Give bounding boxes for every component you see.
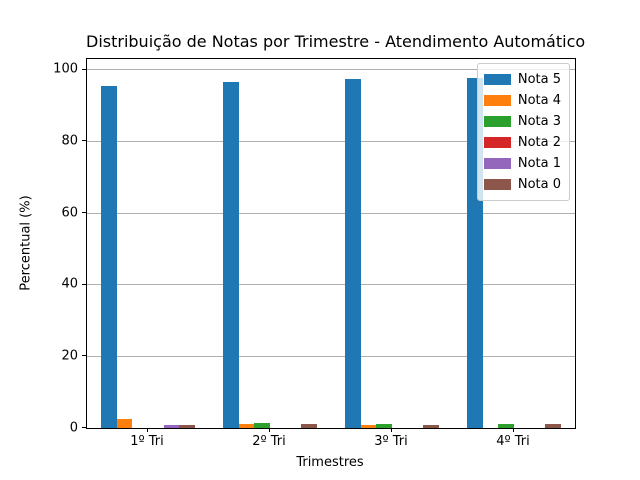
y-tick-mark bbox=[82, 283, 86, 285]
x-tick-mark bbox=[391, 428, 392, 432]
y-tick-label: 20 bbox=[61, 348, 78, 364]
x-tick-label: 2º Tri bbox=[252, 434, 286, 449]
y-tick-label: 100 bbox=[53, 61, 78, 77]
bar bbox=[301, 424, 318, 428]
legend: Nota 5 Nota 4 Nota 3 Nota 2 Nota 1 Nota 0 bbox=[476, 63, 570, 201]
bar bbox=[100, 85, 117, 428]
x-tick-mark bbox=[269, 428, 270, 432]
legend-item: Nota 5 bbox=[483, 69, 561, 90]
y-tick-label: 60 bbox=[61, 205, 78, 221]
bar bbox=[344, 79, 361, 428]
bar bbox=[254, 423, 270, 428]
bar bbox=[498, 424, 514, 428]
legend-label: Nota 5 bbox=[517, 71, 561, 87]
legend-label: Nota 1 bbox=[517, 155, 561, 171]
legend-swatch bbox=[483, 158, 511, 169]
bar bbox=[376, 424, 392, 428]
bar bbox=[545, 424, 562, 428]
x-tick-label: 3º Tri bbox=[374, 434, 408, 449]
bar bbox=[163, 424, 180, 428]
y-tick-label: 40 bbox=[61, 276, 78, 292]
x-tick-label: 1º Tri bbox=[130, 434, 164, 449]
legend-label: Nota 3 bbox=[517, 113, 561, 129]
legend-swatch bbox=[483, 74, 511, 85]
y-tick-mark bbox=[82, 212, 86, 214]
y-tick-mark bbox=[82, 140, 86, 142]
x-tick-mark bbox=[147, 428, 148, 432]
bar bbox=[238, 424, 255, 428]
y-tick-mark bbox=[82, 355, 86, 357]
bar bbox=[179, 424, 196, 428]
legend-item: Nota 0 bbox=[483, 174, 561, 195]
y-tick-label: 0 bbox=[69, 420, 78, 435]
gridline bbox=[87, 212, 575, 214]
legend-swatch bbox=[483, 179, 511, 190]
bar bbox=[423, 424, 440, 428]
legend-item: Nota 1 bbox=[483, 153, 561, 174]
bar bbox=[116, 419, 133, 428]
legend-label: Nota 4 bbox=[517, 92, 561, 108]
y-axis-label: Percentual (%) bbox=[18, 195, 34, 291]
legend-item: Nota 3 bbox=[483, 111, 561, 132]
legend-swatch bbox=[483, 137, 511, 148]
legend-swatch bbox=[483, 116, 511, 127]
x-tick-mark bbox=[513, 428, 514, 432]
bar bbox=[222, 82, 239, 428]
legend-label: Nota 2 bbox=[517, 134, 561, 150]
y-tick-mark bbox=[82, 427, 86, 428]
legend-item: Nota 4 bbox=[483, 90, 561, 111]
y-tick-label: 80 bbox=[61, 133, 78, 149]
plot-area: Nota 5 Nota 4 Nota 3 Nota 2 Nota 1 Nota 0 bbox=[86, 58, 576, 429]
x-axis-label: Trimestres bbox=[296, 455, 364, 470]
legend-swatch bbox=[483, 95, 511, 106]
gridline bbox=[87, 140, 575, 142]
gridline bbox=[87, 284, 575, 286]
y-tick-mark bbox=[82, 68, 86, 70]
legend-label: Nota 0 bbox=[517, 176, 561, 192]
bar bbox=[360, 425, 377, 428]
gridline bbox=[87, 69, 575, 71]
legend-item: Nota 2 bbox=[483, 132, 561, 153]
gridline bbox=[87, 355, 575, 357]
chart-title: Distribuição de Notas por Trimestre - At… bbox=[86, 32, 586, 51]
x-tick-label: 4º Tri bbox=[496, 434, 530, 449]
